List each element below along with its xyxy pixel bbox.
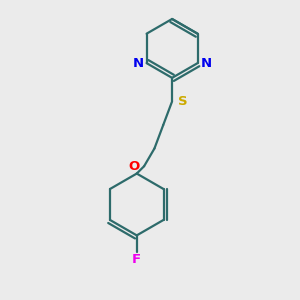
Text: O: O [128, 160, 140, 173]
Text: F: F [132, 253, 141, 266]
Text: N: N [200, 57, 211, 70]
Text: N: N [133, 57, 144, 70]
Text: S: S [178, 95, 188, 108]
